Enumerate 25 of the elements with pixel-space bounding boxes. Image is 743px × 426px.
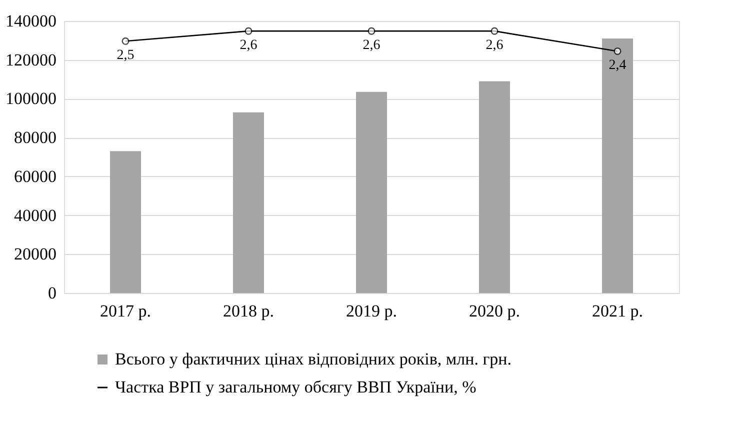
- data-label: 2,5: [116, 48, 134, 64]
- y-tick-label: 100000: [6, 89, 56, 108]
- data-label: 2,6: [362, 38, 380, 54]
- x-tick-label: 2019 р.: [346, 302, 397, 320]
- y-tick-label: 40000: [14, 206, 56, 225]
- bar: [479, 81, 510, 293]
- x-tick-label: 2017 р.: [100, 302, 151, 320]
- x-tick-label: 2020 р.: [469, 302, 520, 320]
- y-tick-label: 80000: [14, 128, 56, 148]
- legend-label: Всього у фактичних цінах відповідних років, млн. грн.: [115, 350, 512, 368]
- data-label: 2,6: [486, 38, 504, 54]
- bar: [356, 92, 387, 293]
- y-tick-label: 140000: [6, 12, 56, 30]
- legend-label: Частка ВРП у загальному обсягу ВВП України, %: [115, 378, 476, 396]
- y-tick-label: 20000: [14, 244, 56, 264]
- bar: [233, 112, 264, 293]
- data-label: 2,4: [608, 58, 626, 74]
- y-tick-label: 0: [48, 284, 56, 302]
- x-tick-label: 2021 р.: [592, 302, 643, 320]
- bar: [110, 151, 141, 293]
- y-tick-label: 120000: [6, 50, 56, 70]
- data-label: 2,6: [240, 38, 258, 54]
- x-tick-label: 2018 р.: [223, 302, 274, 320]
- bar: [602, 38, 633, 293]
- y-tick-label: 60000: [14, 166, 56, 186]
